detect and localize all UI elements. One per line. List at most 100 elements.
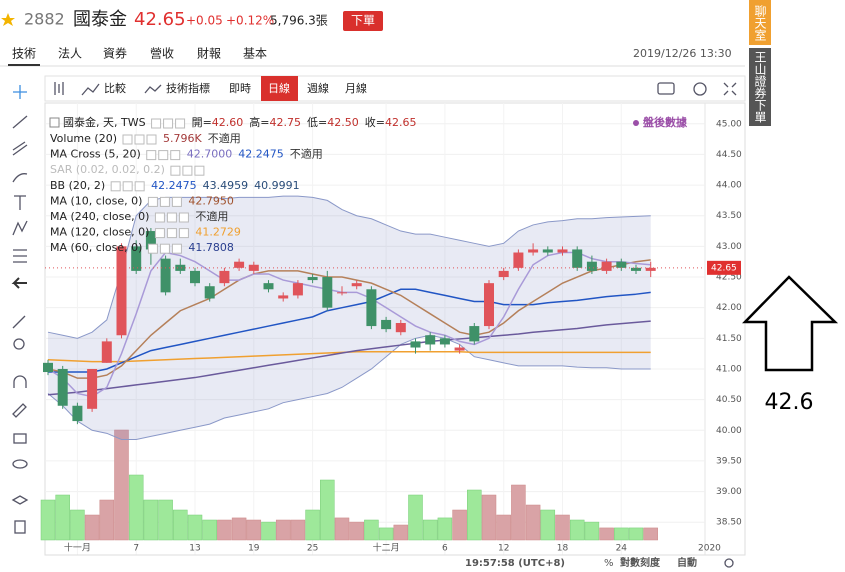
- legend-icon[interactable]: [194, 165, 205, 176]
- y-tick-label: 39.50: [716, 456, 742, 466]
- candle-body: [263, 283, 274, 290]
- active-interval[interactable]: [261, 76, 298, 101]
- magnet-tool[interactable]: [13, 375, 27, 388]
- price-change: +0.05: [186, 14, 223, 28]
- legend-icon[interactable]: [170, 165, 181, 176]
- legend-icon[interactable]: [163, 118, 174, 129]
- legend-icon[interactable]: [182, 165, 193, 176]
- legend-icon[interactable]: [178, 212, 189, 223]
- back-tool[interactable]: [11, 277, 27, 289]
- legend-icon[interactable]: [122, 181, 133, 192]
- legend-icon[interactable]: [134, 134, 145, 145]
- legend-icon[interactable]: [175, 118, 186, 129]
- tab[interactable]: 法人: [58, 47, 82, 61]
- fullscreen-button[interactable]: [723, 82, 737, 96]
- volume-bar: [70, 509, 85, 541]
- chat-tab[interactable]: [749, 0, 771, 45]
- legend-icon[interactable]: [178, 228, 189, 239]
- indicator-value: 43.4959: [203, 179, 249, 192]
- legend-icon[interactable]: [158, 150, 169, 161]
- candle-body: [601, 261, 612, 271]
- pattern-tool[interactable]: [12, 220, 28, 236]
- fib-tool[interactable]: [12, 141, 28, 156]
- tab[interactable]: 營收: [150, 47, 174, 61]
- log-scale-toggle[interactable]: 對數刻度: [620, 556, 661, 569]
- tab[interactable]: 資券: [103, 46, 127, 61]
- tab[interactable]: 基本: [243, 47, 267, 61]
- chart-type-icon[interactable]: [54, 82, 64, 95]
- broker-tab-label[interactable]: 王山證券下單: [753, 51, 767, 123]
- x-tick-label: 25: [307, 544, 318, 554]
- legend-icon[interactable]: [166, 212, 177, 223]
- legend-icon[interactable]: [171, 196, 182, 207]
- bollinger-area: [48, 196, 651, 440]
- legend-icon[interactable]: [147, 196, 158, 207]
- legend-icon[interactable]: [146, 134, 157, 145]
- legend-icon[interactable]: [134, 181, 145, 192]
- legend-icon[interactable]: [159, 196, 170, 207]
- prediction-tool[interactable]: [13, 249, 27, 263]
- candle-body: [307, 277, 318, 281]
- lock-draw-tool[interactable]: [12, 403, 27, 418]
- tab[interactable]: 技術: [12, 47, 36, 61]
- legend-icon[interactable]: [154, 228, 165, 239]
- brush-tool[interactable]: [12, 173, 28, 183]
- legend-icon[interactable]: [154, 212, 165, 223]
- favorite-star[interactable]: [1, 13, 15, 26]
- text-tool[interactable]: [14, 195, 26, 210]
- collapse-icon[interactable]: [49, 117, 60, 128]
- legend-icon[interactable]: [110, 181, 121, 192]
- volume-bar: [202, 519, 217, 541]
- compare-icon[interactable]: [81, 83, 100, 96]
- y-tick-label: 44.50: [716, 150, 742, 160]
- stock-price: 42.65: [134, 9, 186, 30]
- legend-icon[interactable]: [122, 134, 133, 145]
- status-time: 19:57:58 (UTC+8): [465, 558, 565, 569]
- volume-bar: [128, 474, 144, 541]
- legend-icon[interactable]: [151, 118, 162, 129]
- order-button-label[interactable]: 下單: [351, 14, 375, 28]
- x-tick-label: 6: [442, 544, 448, 554]
- layers-tool[interactable]: [11, 495, 29, 505]
- lock-tool[interactable]: [13, 433, 27, 444]
- percent-toggle[interactable]: %: [604, 558, 614, 569]
- tab[interactable]: 財報: [197, 46, 221, 61]
- after-hours-label[interactable]: 盤後數據: [642, 115, 688, 129]
- status-settings[interactable]: [724, 558, 734, 568]
- trendline-tool[interactable]: [12, 115, 28, 129]
- legend-icon[interactable]: [171, 243, 182, 254]
- legend-icon[interactable]: [146, 150, 157, 161]
- screenshot-button[interactable]: [657, 82, 675, 95]
- indicator-icon[interactable]: [144, 84, 162, 94]
- order-button[interactable]: [343, 11, 383, 31]
- stock-name: 國泰金: [73, 9, 127, 30]
- visibility-tool[interactable]: [12, 459, 28, 469]
- interval-button[interactable]: 週線: [307, 81, 329, 95]
- crosshair-tool[interactable]: [13, 85, 27, 99]
- broker-tab[interactable]: [749, 48, 771, 126]
- y-tick-label: 40.50: [716, 395, 742, 405]
- legend-icon[interactable]: [166, 228, 177, 239]
- volume-bar: [378, 527, 394, 541]
- auto-scale-toggle[interactable]: 自動: [677, 556, 697, 569]
- indicator-button[interactable]: 技術指標: [166, 81, 210, 95]
- up-arrow: [742, 275, 839, 372]
- legend-icon[interactable]: [159, 243, 170, 254]
- compare-button[interactable]: 比較: [104, 81, 126, 95]
- ohlc-label: 收=: [365, 115, 385, 129]
- interval-button[interactable]: 即時: [229, 82, 251, 95]
- zoom-tool[interactable]: [13, 338, 25, 350]
- ruler-tool[interactable]: [12, 315, 26, 329]
- candle-body: [645, 267, 656, 271]
- legend-icon[interactable]: [147, 243, 158, 254]
- candle-body: [190, 270, 200, 284]
- legend-icon[interactable]: [170, 150, 181, 161]
- interval-button[interactable]: 日線: [268, 81, 290, 95]
- volume-bar: [217, 519, 232, 541]
- interval-button[interactable]: 月線: [345, 81, 367, 95]
- chat-tab-label[interactable]: 聊天室: [753, 5, 767, 41]
- delete-tool[interactable]: [14, 520, 26, 534]
- volume-bar: [452, 509, 467, 541]
- settings-button[interactable]: [693, 82, 707, 96]
